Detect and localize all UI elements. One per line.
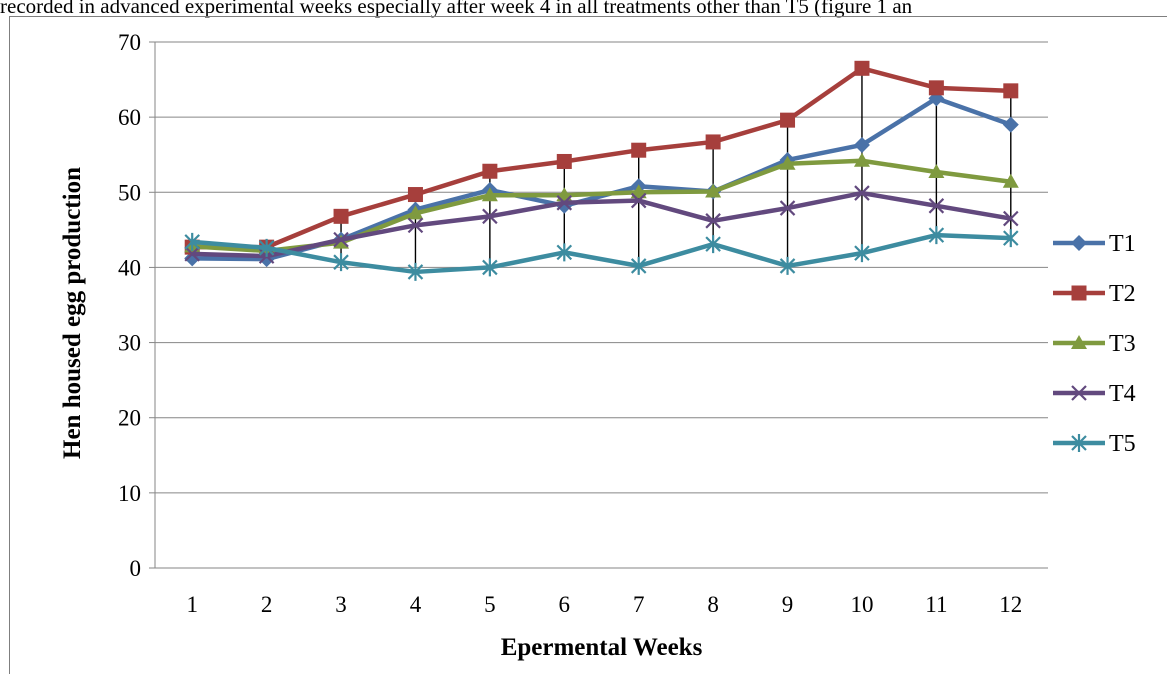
data-point: [631, 142, 647, 158]
chart-area: [9, 16, 1167, 674]
data-point: [780, 112, 796, 128]
body-text-line: recorded in advanced experimental weeks …: [0, 0, 913, 18]
data-point: [854, 185, 870, 201]
legend-label: T3: [1109, 331, 1136, 357]
y-tick-label: 50: [118, 180, 141, 205]
data-point: [184, 232, 200, 251]
data-point: [333, 231, 349, 248]
data-point: [333, 208, 349, 224]
x-tick-label: 2: [261, 592, 273, 617]
data-point: [258, 238, 275, 257]
legend-marker: [1071, 434, 1087, 452]
y-tick-label: 0: [130, 556, 142, 581]
data-point: [482, 208, 498, 225]
legend-label: T4: [1109, 381, 1136, 407]
data-point: [407, 187, 423, 203]
series-line: [192, 232, 1011, 275]
data-point: [705, 183, 722, 198]
legend-label: T1: [1109, 231, 1136, 257]
data-point: [407, 217, 424, 234]
data-point: [184, 250, 201, 267]
legend-label: T2: [1109, 281, 1136, 307]
series-line: [192, 96, 1012, 262]
legend-item-t4: T4: [1053, 381, 1136, 407]
data-point: [853, 152, 870, 167]
y-tick-label: 40: [118, 255, 141, 280]
data-point: [1003, 83, 1019, 99]
data-point: [630, 192, 647, 209]
legend-item-t2: T2: [1053, 281, 1136, 307]
data-point: [407, 205, 424, 220]
data-point: [1003, 210, 1019, 227]
legend-marker: [1071, 235, 1087, 251]
series-t3: [184, 152, 1019, 257]
series-t2: [184, 60, 1019, 255]
data-point: [705, 235, 721, 254]
data-point: [184, 246, 200, 262]
legend-marker: [1071, 335, 1087, 349]
legend-item-t3: T3: [1053, 331, 1136, 357]
data-point: [482, 258, 498, 277]
data-point: [854, 60, 870, 76]
data-point: [481, 187, 498, 202]
y-tick-label: 20: [118, 406, 141, 431]
data-point: [705, 134, 721, 150]
legend-marker: [1071, 385, 1087, 401]
data-point: [482, 163, 498, 179]
y-axis-title: Hen housed egg production: [59, 167, 86, 459]
data-point: [779, 256, 796, 275]
data-point: [854, 244, 870, 263]
series-line: [192, 66, 1011, 250]
x-axis-title: Epermental Weeks: [501, 634, 703, 661]
data-point: [556, 153, 572, 169]
x-tick-label: 5: [484, 592, 496, 617]
series-t5: [184, 226, 1019, 281]
data-point: [705, 213, 721, 229]
data-point: [556, 243, 573, 262]
y-tick-label: 60: [118, 105, 141, 130]
x-tick-label: 8: [707, 592, 719, 617]
y-tick-label: 70: [118, 30, 141, 55]
x-tick-label: 7: [633, 592, 645, 617]
legend-item-t5: T5: [1053, 431, 1136, 457]
y-tick-label: 10: [118, 481, 141, 506]
data-point: [630, 184, 647, 199]
data-point: [1003, 229, 1019, 248]
x-tick-label: 4: [410, 592, 422, 617]
x-tick-label: 12: [999, 592, 1022, 617]
data-point: [928, 226, 945, 245]
data-point: [258, 251, 275, 268]
series-line: [192, 190, 1012, 259]
x-tick-label: 6: [559, 592, 571, 617]
legend-marker: [1071, 285, 1087, 301]
data-point: [630, 256, 647, 275]
x-tick-label: 9: [782, 592, 794, 617]
x-tick-label: 11: [925, 592, 947, 617]
data-point: [333, 253, 349, 272]
data-point: [1002, 173, 1019, 188]
legend-item-t1: T1: [1053, 231, 1136, 257]
data-point: [928, 163, 945, 178]
data-point: [779, 155, 796, 170]
data-point: [556, 195, 573, 211]
data-point: [853, 136, 870, 153]
x-tick-label: 10: [850, 592, 873, 617]
series-line: [192, 158, 1012, 254]
data-point: [1002, 116, 1019, 133]
y-tick-label: 30: [118, 331, 141, 356]
data-point: [779, 200, 796, 216]
data-point: [928, 80, 944, 96]
x-tick-label: 1: [186, 592, 198, 617]
x-tick-label: 3: [335, 592, 347, 617]
data-point: [407, 262, 424, 281]
legend-label: T5: [1109, 431, 1136, 457]
data-point: [928, 198, 945, 214]
